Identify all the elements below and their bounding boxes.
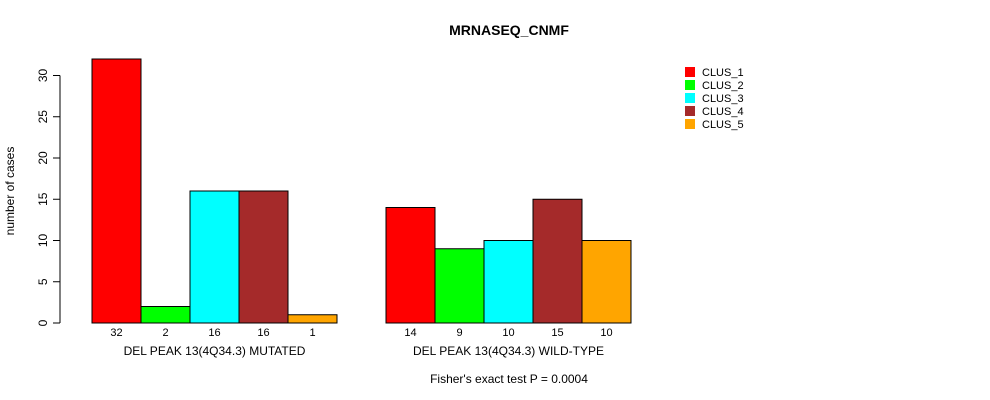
- y-tick-label: 20: [36, 151, 50, 165]
- bar-value-label: 16: [257, 327, 269, 339]
- legend-label-clus-2: CLUS_2: [702, 80, 744, 92]
- y-tick-label: 25: [36, 110, 50, 124]
- y-tick-label: 0: [36, 319, 50, 326]
- bar-value-label: 2: [162, 327, 168, 339]
- legend-swatch-clus-2: [685, 80, 695, 90]
- group-labels: DEL PEAK 13(4Q34.3) MUTATED DEL PEAK 13(4…: [124, 344, 604, 358]
- bar-clus-3-mutated: [189, 190, 240, 324]
- y-tick-label: 5: [36, 278, 50, 285]
- legend-swatch-clus-4: [685, 106, 695, 116]
- bar-value-label: 10: [502, 327, 514, 339]
- legend-label-clus-4: CLUS_4: [702, 106, 744, 118]
- bar-value-label: 15: [551, 327, 563, 339]
- bar-clus-2-mutated: [140, 306, 191, 324]
- fisher-test-annotation: Fisher's exact test P = 0.0004: [430, 372, 588, 386]
- bar-value-label: 14: [404, 327, 416, 339]
- bar-value-label: 32: [110, 327, 122, 339]
- bar-clus-5-mutated: [287, 314, 338, 324]
- bar-value-label: 1: [309, 327, 315, 339]
- bar-value-labels: 32 2 16 16 1 14 9 10 15 10: [110, 327, 612, 339]
- bar-clus-1-wild-type: [385, 207, 436, 324]
- bars: [91, 58, 632, 324]
- y-axis-label: number of cases: [3, 147, 17, 236]
- y-tick-label: 10: [36, 234, 50, 248]
- legend-label-clus-5: CLUS_5: [702, 119, 744, 131]
- bar-clus-4-wild-type: [532, 198, 583, 324]
- bar-clus-3-wild-type: [483, 240, 534, 324]
- bar-clus-5-wild-type: [581, 240, 632, 324]
- bar-value-label: 9: [456, 327, 462, 339]
- y-tick-label: 30: [36, 69, 50, 83]
- y-tick-label: 15: [36, 192, 50, 206]
- bar-clus-2-wild-type: [434, 248, 485, 324]
- bar-value-label: 10: [600, 327, 612, 339]
- bar-clus-4-mutated: [238, 190, 289, 324]
- group-label-wild-type: DEL PEAK 13(4Q34.3) WILD-TYPE: [413, 344, 604, 358]
- legend-swatch-clus-5: [685, 119, 695, 129]
- y-axis: 0 5 10 15 20 25 30: [36, 69, 61, 326]
- bar-value-label: 16: [208, 327, 220, 339]
- legend-swatch-clus-1: [685, 67, 695, 77]
- legend-label-clus-3: CLUS_3: [702, 93, 744, 105]
- chart-title: MRNASEQ_CNMF: [449, 22, 569, 38]
- group-label-mutated: DEL PEAK 13(4Q34.3) MUTATED: [124, 344, 306, 358]
- bar-clus-1-mutated: [91, 58, 142, 324]
- legend-label-clus-1: CLUS_1: [702, 67, 744, 79]
- legend-swatch-clus-3: [685, 93, 695, 103]
